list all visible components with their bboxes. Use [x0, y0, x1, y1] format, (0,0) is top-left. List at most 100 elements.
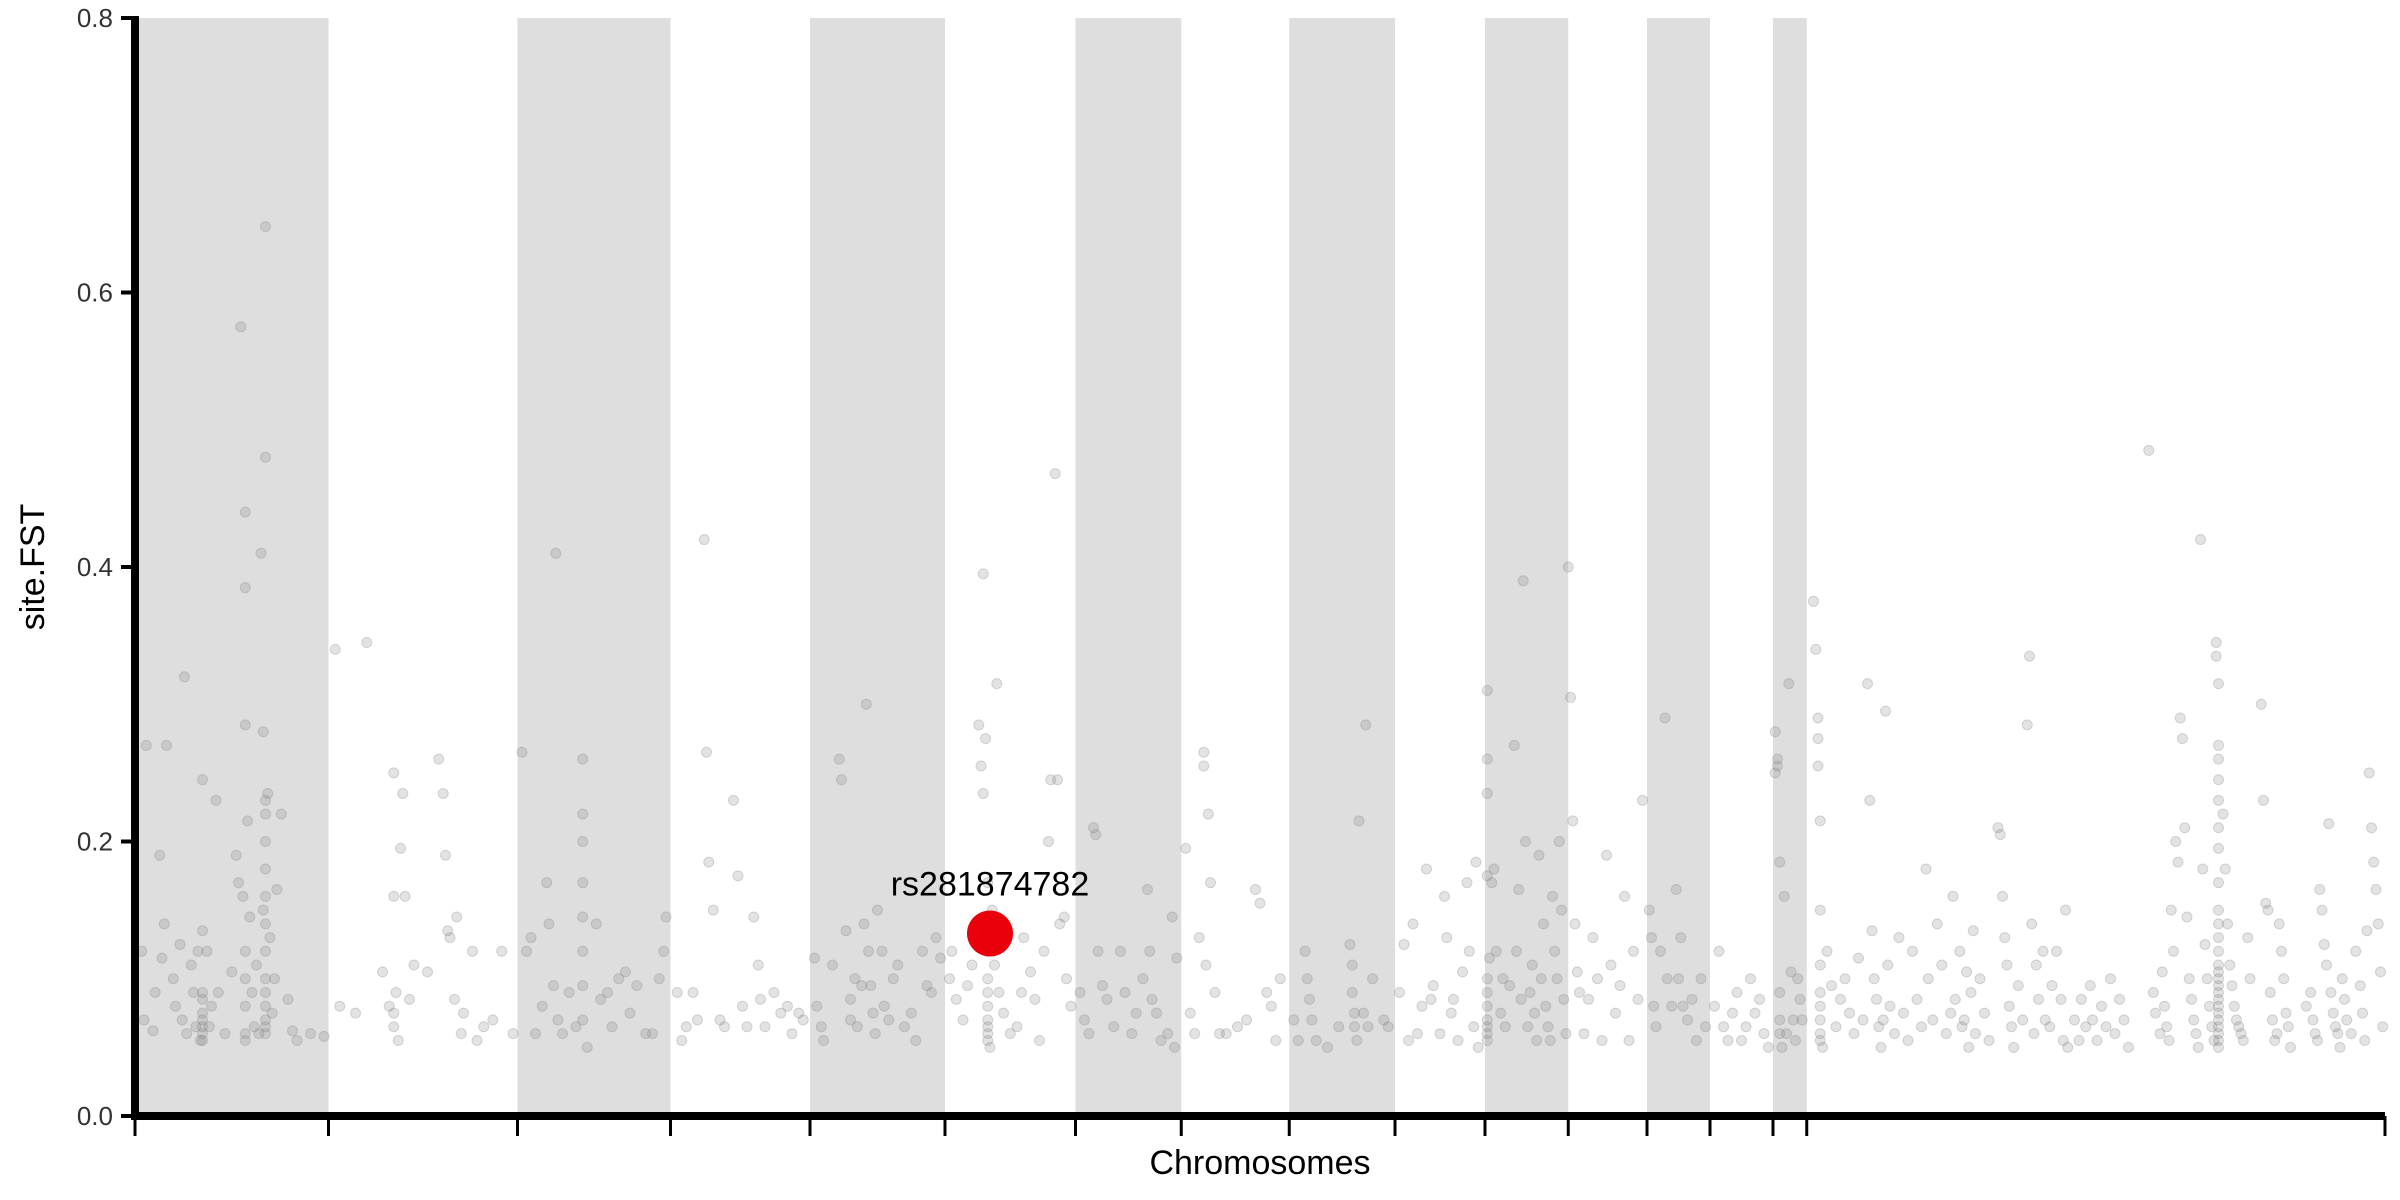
- snp-point: [1481, 787, 1493, 799]
- snp-point: [260, 221, 271, 233]
- snp-point: [811, 1000, 823, 1012]
- snp-point: [1322, 1041, 1333, 1053]
- snp-point: [383, 1000, 395, 1012]
- snp-point: [1571, 966, 1583, 978]
- snp-point: [2213, 842, 2224, 854]
- snp-point: [188, 986, 199, 998]
- snp-point: [1769, 726, 1781, 738]
- snp-point: [2213, 753, 2224, 765]
- snp-point: [1794, 993, 1806, 1005]
- snp-point: [957, 1014, 969, 1026]
- snp-point: [264, 932, 276, 944]
- snp-point: [1241, 1014, 1252, 1026]
- snp-point: [1740, 1021, 1752, 1033]
- snp-point: [1772, 760, 1783, 772]
- snp-point: [287, 1025, 298, 1037]
- snp-point: [2188, 1014, 2200, 1026]
- snp-point: [2026, 918, 2038, 930]
- snp-point: [653, 973, 665, 985]
- snp-point: [1054, 918, 1066, 930]
- snp-point: [1774, 1014, 1786, 1026]
- snp-point: [408, 959, 420, 971]
- snp-point: [1333, 1021, 1345, 1033]
- snp-point: [2213, 822, 2224, 834]
- snp-point: [1270, 1035, 1282, 1047]
- snp-point: [687, 986, 699, 998]
- snp-point: [836, 774, 847, 786]
- snp-point: [1853, 952, 1864, 964]
- snp-point: [1497, 973, 1509, 985]
- snp-point: [197, 1021, 208, 1033]
- snp-point: [1596, 1035, 1608, 1047]
- snp-point: [1965, 986, 1977, 998]
- snp-point: [1999, 932, 2011, 944]
- snp-point: [1065, 1000, 1077, 1012]
- snp-point: [185, 959, 197, 971]
- snp-point: [1169, 1041, 1180, 1053]
- snp-point: [577, 911, 589, 923]
- snp-point: [260, 973, 271, 985]
- snp-point: [1963, 1041, 1975, 1053]
- snp-point: [2314, 884, 2326, 896]
- snp-point: [1567, 815, 1579, 827]
- snp-point: [989, 959, 1000, 971]
- snp-point: [1871, 993, 1882, 1005]
- snp-point: [1439, 890, 1450, 902]
- snp-point: [2028, 1028, 2040, 1040]
- snp-point: [1569, 918, 1581, 930]
- snp-point: [246, 986, 258, 998]
- snp-point: [226, 966, 238, 978]
- snp-point: [1922, 973, 1934, 985]
- snp-point: [1137, 973, 1149, 985]
- snp-point: [1209, 986, 1221, 998]
- snp-point: [2273, 918, 2285, 930]
- snp-point: [377, 966, 388, 978]
- snp-point: [2105, 973, 2116, 985]
- snp-point: [1074, 986, 1086, 998]
- snp-point: [2213, 918, 2224, 930]
- snp-point: [2213, 1028, 2224, 1040]
- snp-point: [2213, 986, 2224, 998]
- snp-point: [1700, 1021, 1711, 1033]
- snp-point: [2062, 1041, 2074, 1053]
- snp-point: [2213, 945, 2224, 957]
- snp-point: [1947, 890, 1959, 902]
- snp-point: [158, 918, 170, 930]
- snp-point: [950, 993, 962, 1005]
- snp-point: [1448, 993, 1459, 1005]
- snp-point: [1301, 973, 1313, 985]
- snp-point: [197, 1028, 208, 1040]
- snp-point: [2269, 1035, 2281, 1047]
- snp-point: [1097, 980, 1108, 992]
- snp-point: [2069, 1014, 2080, 1026]
- snp-point: [1398, 938, 1410, 950]
- snp-point: [334, 1000, 346, 1012]
- snp-point: [1659, 712, 1671, 724]
- snp-point: [1562, 561, 1574, 573]
- snp-point: [2213, 739, 2224, 751]
- snp-point: [192, 945, 204, 957]
- snp-point: [1499, 1021, 1511, 1033]
- snp-point: [2357, 1007, 2368, 1019]
- snp-point: [1452, 1035, 1464, 1047]
- snp-point: [1520, 836, 1531, 847]
- chromosome-band: [1485, 18, 1569, 1116]
- snp-point: [840, 925, 852, 937]
- snp-point: [2165, 904, 2177, 916]
- snp-point: [1004, 1028, 1016, 1040]
- snp-point: [442, 925, 454, 937]
- snp-point: [2282, 1021, 2294, 1033]
- snp-point: [2213, 993, 2224, 1005]
- snp-point: [1862, 678, 1873, 690]
- snp-point: [1713, 945, 1725, 957]
- snp-point: [1043, 836, 1054, 847]
- snp-point: [1457, 966, 1468, 978]
- snp-point: [2197, 863, 2209, 875]
- snp-point: [1511, 945, 1522, 957]
- snp-point: [2210, 650, 2222, 662]
- snp-point: [1468, 1021, 1480, 1033]
- snp-point: [458, 1007, 469, 1019]
- snp-point: [2150, 1007, 2161, 1019]
- snp-point: [260, 1000, 271, 1012]
- snp-point: [197, 774, 208, 786]
